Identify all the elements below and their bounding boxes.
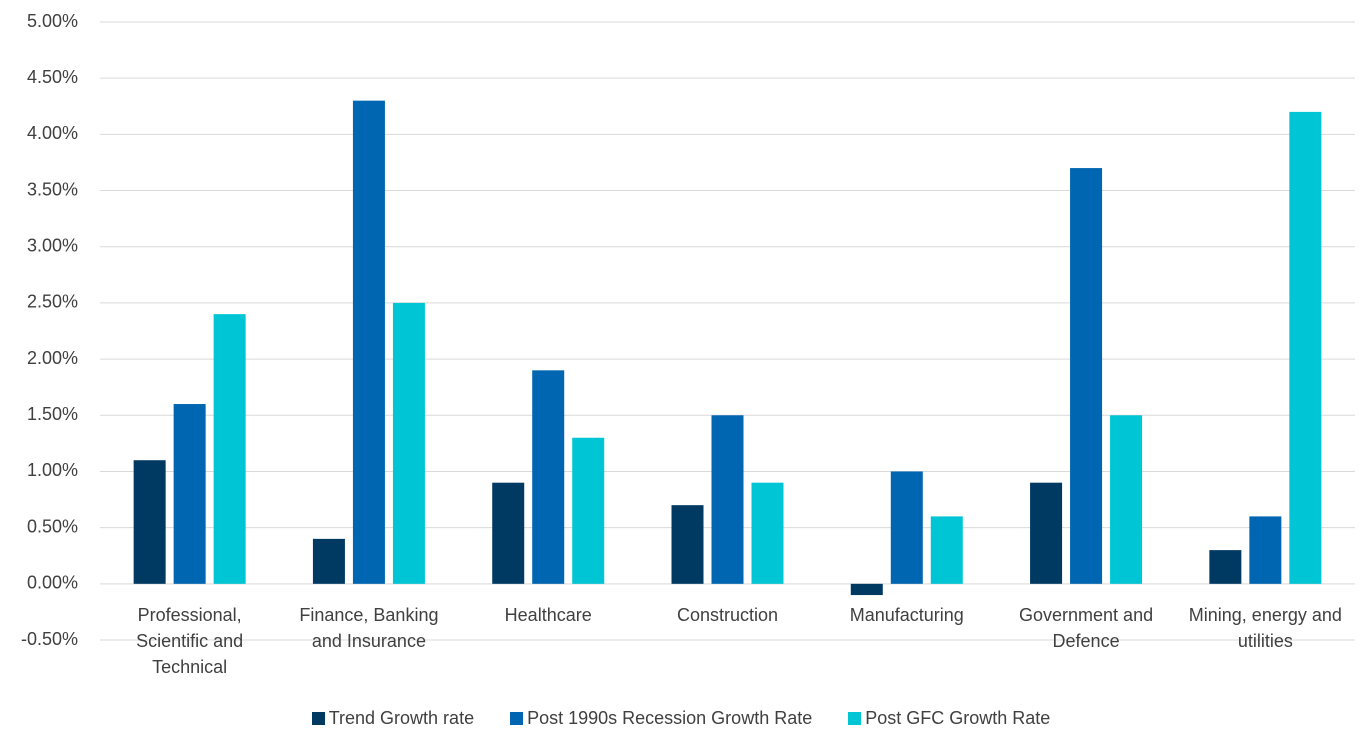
bar bbox=[1070, 168, 1103, 584]
y-tick-label: 3.50% bbox=[27, 179, 78, 199]
bar bbox=[890, 471, 923, 584]
legend-item: Post 1990s Recession Growth Rate bbox=[510, 708, 812, 729]
bar bbox=[751, 482, 784, 584]
y-tick-label: -0.50% bbox=[21, 629, 78, 649]
x-tick-label: Finance, Banking and Insurance bbox=[299, 605, 439, 651]
legend-swatch bbox=[510, 712, 524, 725]
bar bbox=[1030, 482, 1063, 584]
legend-label: Post 1990s Recession Growth Rate bbox=[527, 708, 813, 728]
y-tick-label: 2.50% bbox=[27, 292, 78, 312]
legend: Trend Growth rate Post 1990s Recession Gr… bbox=[0, 708, 1362, 729]
bar bbox=[492, 482, 525, 584]
x-tick-label: Mining, energy and utilities bbox=[1188, 605, 1342, 651]
y-tick-label: 3.00% bbox=[27, 235, 78, 255]
x-tick-label: Healthcare bbox=[504, 605, 592, 625]
y-tick-label: 1.00% bbox=[27, 460, 78, 480]
bar bbox=[1209, 550, 1242, 584]
x-tick-label: Professional, Scientific and Technical bbox=[136, 605, 244, 677]
x-tick-label: Government and Defence bbox=[1019, 605, 1154, 651]
y-tick-label: 0.50% bbox=[27, 516, 78, 536]
y-tick-label: 2.00% bbox=[27, 348, 78, 368]
bar bbox=[1249, 516, 1282, 584]
x-tick-label: Construction bbox=[676, 605, 779, 625]
bar bbox=[392, 302, 425, 584]
bar bbox=[173, 404, 206, 584]
y-tick-label: 1.50% bbox=[27, 404, 78, 424]
bar bbox=[213, 314, 246, 584]
chart: -0.50% 0.00% 0.50% 1.00% 1.50% 2.00% 2.50% 3.00… bbox=[21, 11, 1355, 649]
legend-label: Post GFC Growth Rate bbox=[865, 708, 1051, 728]
bar bbox=[1110, 415, 1143, 584]
y-tick-label: 4.00% bbox=[27, 123, 78, 143]
bar bbox=[572, 437, 605, 584]
bar bbox=[352, 100, 385, 584]
bar bbox=[671, 505, 704, 584]
x-tick-label: Manufacturing bbox=[849, 605, 964, 625]
legend-swatch bbox=[848, 712, 862, 725]
bar bbox=[133, 460, 166, 584]
bar bbox=[930, 516, 963, 584]
bar bbox=[1289, 111, 1322, 584]
bar bbox=[532, 370, 565, 584]
y-tick-label: 0.00% bbox=[27, 573, 78, 593]
y-tick-label: 5.00% bbox=[27, 11, 78, 31]
bar bbox=[711, 415, 744, 584]
legend-item: Post GFC Growth Rate bbox=[848, 708, 1050, 729]
bar bbox=[850, 583, 883, 596]
y-tick-label: 4.50% bbox=[27, 67, 78, 87]
legend-item: Trend Growth rate bbox=[311, 708, 475, 729]
legend-swatch bbox=[311, 712, 325, 725]
legend-label: Trend Growth rate bbox=[328, 708, 475, 728]
bar bbox=[312, 538, 345, 584]
